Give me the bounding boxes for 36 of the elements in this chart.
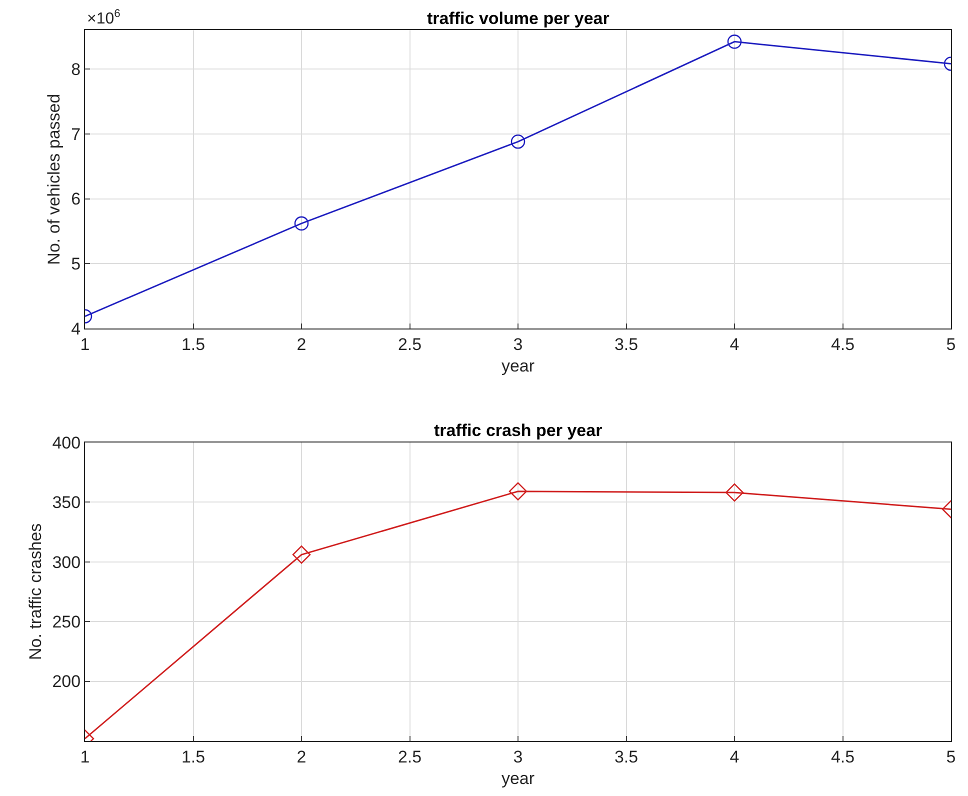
x-axis-title: year [501, 356, 535, 376]
y-tick-label: 4 [71, 320, 81, 339]
y-tick-label: 8 [71, 60, 81, 79]
x-tick-label: 1.5 [181, 747, 206, 766]
y-axis-title: No. traffic crashes [26, 523, 45, 660]
x-tick-label: 3.5 [614, 335, 638, 354]
text: ×10$^{6}$ [87, 8, 120, 28]
x-tick-label: 3.5 [614, 747, 638, 766]
point [510, 134, 526, 149]
y-tick-label: 350 [52, 493, 81, 512]
y-tick-label: 250 [52, 612, 81, 632]
x-tick-label: 2 [296, 747, 306, 766]
x-tick-label: 5 [946, 335, 956, 354]
x-tick-label: 2.5 [398, 747, 422, 766]
x-tick-label: 1.5 [181, 335, 206, 354]
y-tick-label: 5 [71, 254, 81, 274]
x-tick-label: 4 [730, 335, 740, 354]
x-tick-label: 1 [80, 335, 90, 354]
x-axis-title: year [501, 768, 535, 788]
x-tick-label: 2.5 [398, 335, 422, 354]
chart-title: traffic volume per year [427, 9, 610, 28]
chart-title: traffic crash per year [434, 421, 603, 440]
y-tick-label: 400 [52, 433, 81, 452]
x-tick-label: 5 [946, 747, 956, 766]
x-tick-label: 4 [730, 747, 740, 766]
y-tick-label: 300 [52, 552, 81, 572]
x-tick-label: 1 [80, 747, 90, 766]
x-tick-label: 3 [513, 747, 523, 766]
x-tick-label: 4.5 [830, 335, 855, 354]
y-tick-label: 7 [71, 124, 81, 144]
y-axis-title: No. of vehicles passed [44, 94, 64, 265]
x-tick-label: 2 [296, 335, 306, 354]
x-tick-label: 4.5 [830, 747, 855, 766]
y-tick-label: 6 [71, 190, 81, 209]
x-tick-label: 3 [513, 335, 523, 354]
y-tick-label: 200 [52, 672, 81, 692]
